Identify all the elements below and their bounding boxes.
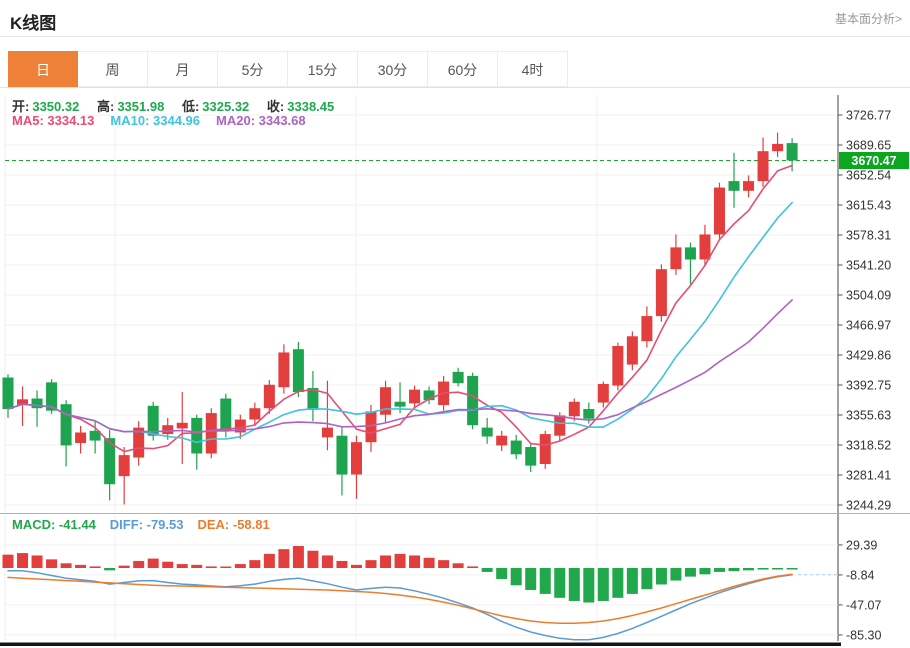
price-tick-label: 3578.31	[846, 229, 891, 243]
macd-tick-label: -47.07	[846, 598, 881, 612]
tab-60min[interactable]: 60分	[428, 51, 498, 87]
fundamental-analysis-link[interactable]: 基本面分析>	[834, 12, 902, 26]
ma5-line	[7, 164, 793, 453]
tab-15min[interactable]: 15分	[288, 51, 358, 87]
tab-4hour[interactable]: 4时	[498, 51, 568, 87]
dea-line	[7, 573, 793, 625]
price-tick-label: 3318.52	[846, 439, 891, 453]
price-tick-label: 3466.97	[846, 319, 891, 333]
tab-30min[interactable]: 30分	[358, 51, 428, 87]
price-tick-label: 3392.75	[846, 379, 891, 393]
current-price-text: 3670.47	[851, 154, 896, 168]
macd-histogram	[2, 546, 798, 603]
macd-tick-label: -8.84	[846, 568, 875, 582]
page-title: K线图	[10, 14, 57, 33]
price-tick-label: 3652.54	[846, 169, 891, 183]
candles	[2, 132, 798, 505]
price-tick-label: 3355.63	[846, 409, 891, 423]
tab-day[interactable]: 日	[8, 51, 78, 87]
macd-tick-label: 29.39	[846, 538, 877, 552]
tab-5min[interactable]: 5分	[218, 51, 288, 87]
price-tick-label: 3429.86	[846, 349, 891, 363]
diff-line	[7, 569, 793, 641]
chart-area: 3726.77 3689.65 3652.54 3615.43 3578.31 3541.…	[0, 88, 910, 648]
price-tick-label: 3504.09	[846, 289, 891, 303]
tab-week[interactable]: 周	[78, 51, 148, 87]
chart-bottom-bar	[0, 642, 841, 646]
interval-tabs: 日 周 月 5分 15分 30分 60分 4时	[0, 51, 910, 88]
ma20-line	[7, 299, 793, 433]
kline-chart-canvas[interactable]: 3726.77 3689.65 3652.54 3615.43 3578.31 3541.…	[0, 88, 910, 648]
tab-month[interactable]: 月	[148, 51, 218, 87]
price-tick-label: 3689.65	[846, 139, 891, 153]
current-price-tag	[839, 152, 909, 170]
price-tick-label: 3726.77	[846, 109, 891, 123]
macd-tick-label: -85.30	[846, 628, 881, 642]
titlebar: K线图 基本面分析>	[0, 0, 910, 37]
price-tick-label: 3281.41	[846, 469, 891, 483]
price-tick-label: 3615.43	[846, 199, 891, 213]
price-tick-label: 3244.29	[846, 499, 891, 513]
price-tick-label: 3541.20	[846, 259, 891, 273]
